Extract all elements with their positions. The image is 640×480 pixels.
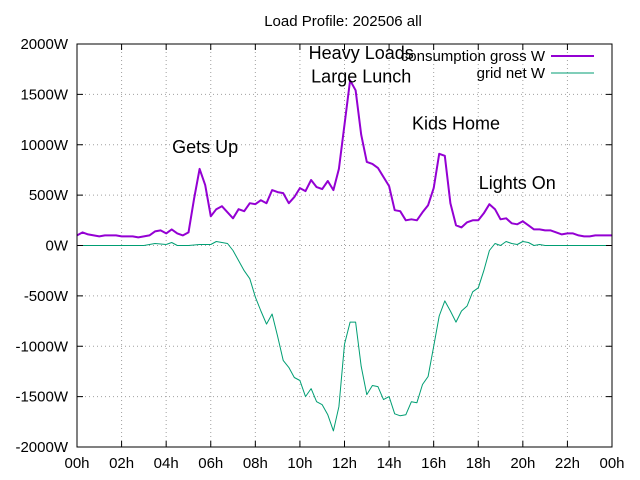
chart-title: Load Profile: 202506 all [264, 13, 422, 30]
x-tick-label: 00h [64, 455, 89, 472]
annotation-label: Heavy Loads [309, 43, 414, 63]
series-layer [76, 79, 612, 432]
y-tick-label: -1500W [15, 389, 68, 406]
y-tick-label: -500W [24, 288, 69, 305]
x-tick-label: 18h [466, 455, 491, 472]
x-tick-label: 12h [332, 455, 357, 472]
y-tick-label: 1500W [20, 86, 68, 103]
y-tick-label: -2000W [15, 439, 68, 456]
annotation-label: Kids Home [412, 114, 500, 134]
x-tick-label: 02h [109, 455, 134, 472]
x-tick-label: 20h [510, 455, 535, 472]
x-tick-label: 08h [243, 455, 268, 472]
annotation-label: Gets Up [172, 137, 238, 157]
y-tick-label: 0W [46, 238, 69, 255]
legend-label-grid-net: grid net W [477, 65, 546, 82]
x-tick-label: 16h [421, 455, 446, 472]
y-tick-label: 2000W [20, 36, 68, 53]
x-tick-label: 00h [599, 455, 624, 472]
x-tick-label: 04h [154, 455, 179, 472]
grid-layer [77, 44, 612, 447]
x-tick-label: 14h [377, 455, 402, 472]
annotation-label: Large Lunch [311, 66, 411, 86]
y-tick-label: -1000W [15, 338, 68, 355]
series-line-consumption [76, 79, 612, 239]
legend-label-consumption: consumption gross W [401, 48, 546, 65]
x-tick-label: 22h [555, 455, 580, 472]
series-line-grid-net [77, 241, 612, 432]
annotation-layer: Gets Up Heavy Loads Large Lunch Kids Home Li… [172, 43, 556, 193]
y-tick-label: 1000W [20, 137, 68, 154]
annotation-label: Lights On [479, 173, 556, 193]
y-tick-label: 500W [29, 187, 69, 204]
legend: consumption gross W grid net W [401, 48, 594, 82]
x-tick-label: 10h [287, 455, 312, 472]
x-tick-label: 06h [198, 455, 223, 472]
tick-layer: 00h 02h 04h 06h 08h 10h 12h 14h 16h 18h 20h 22h 00h 2… [15, 36, 624, 472]
